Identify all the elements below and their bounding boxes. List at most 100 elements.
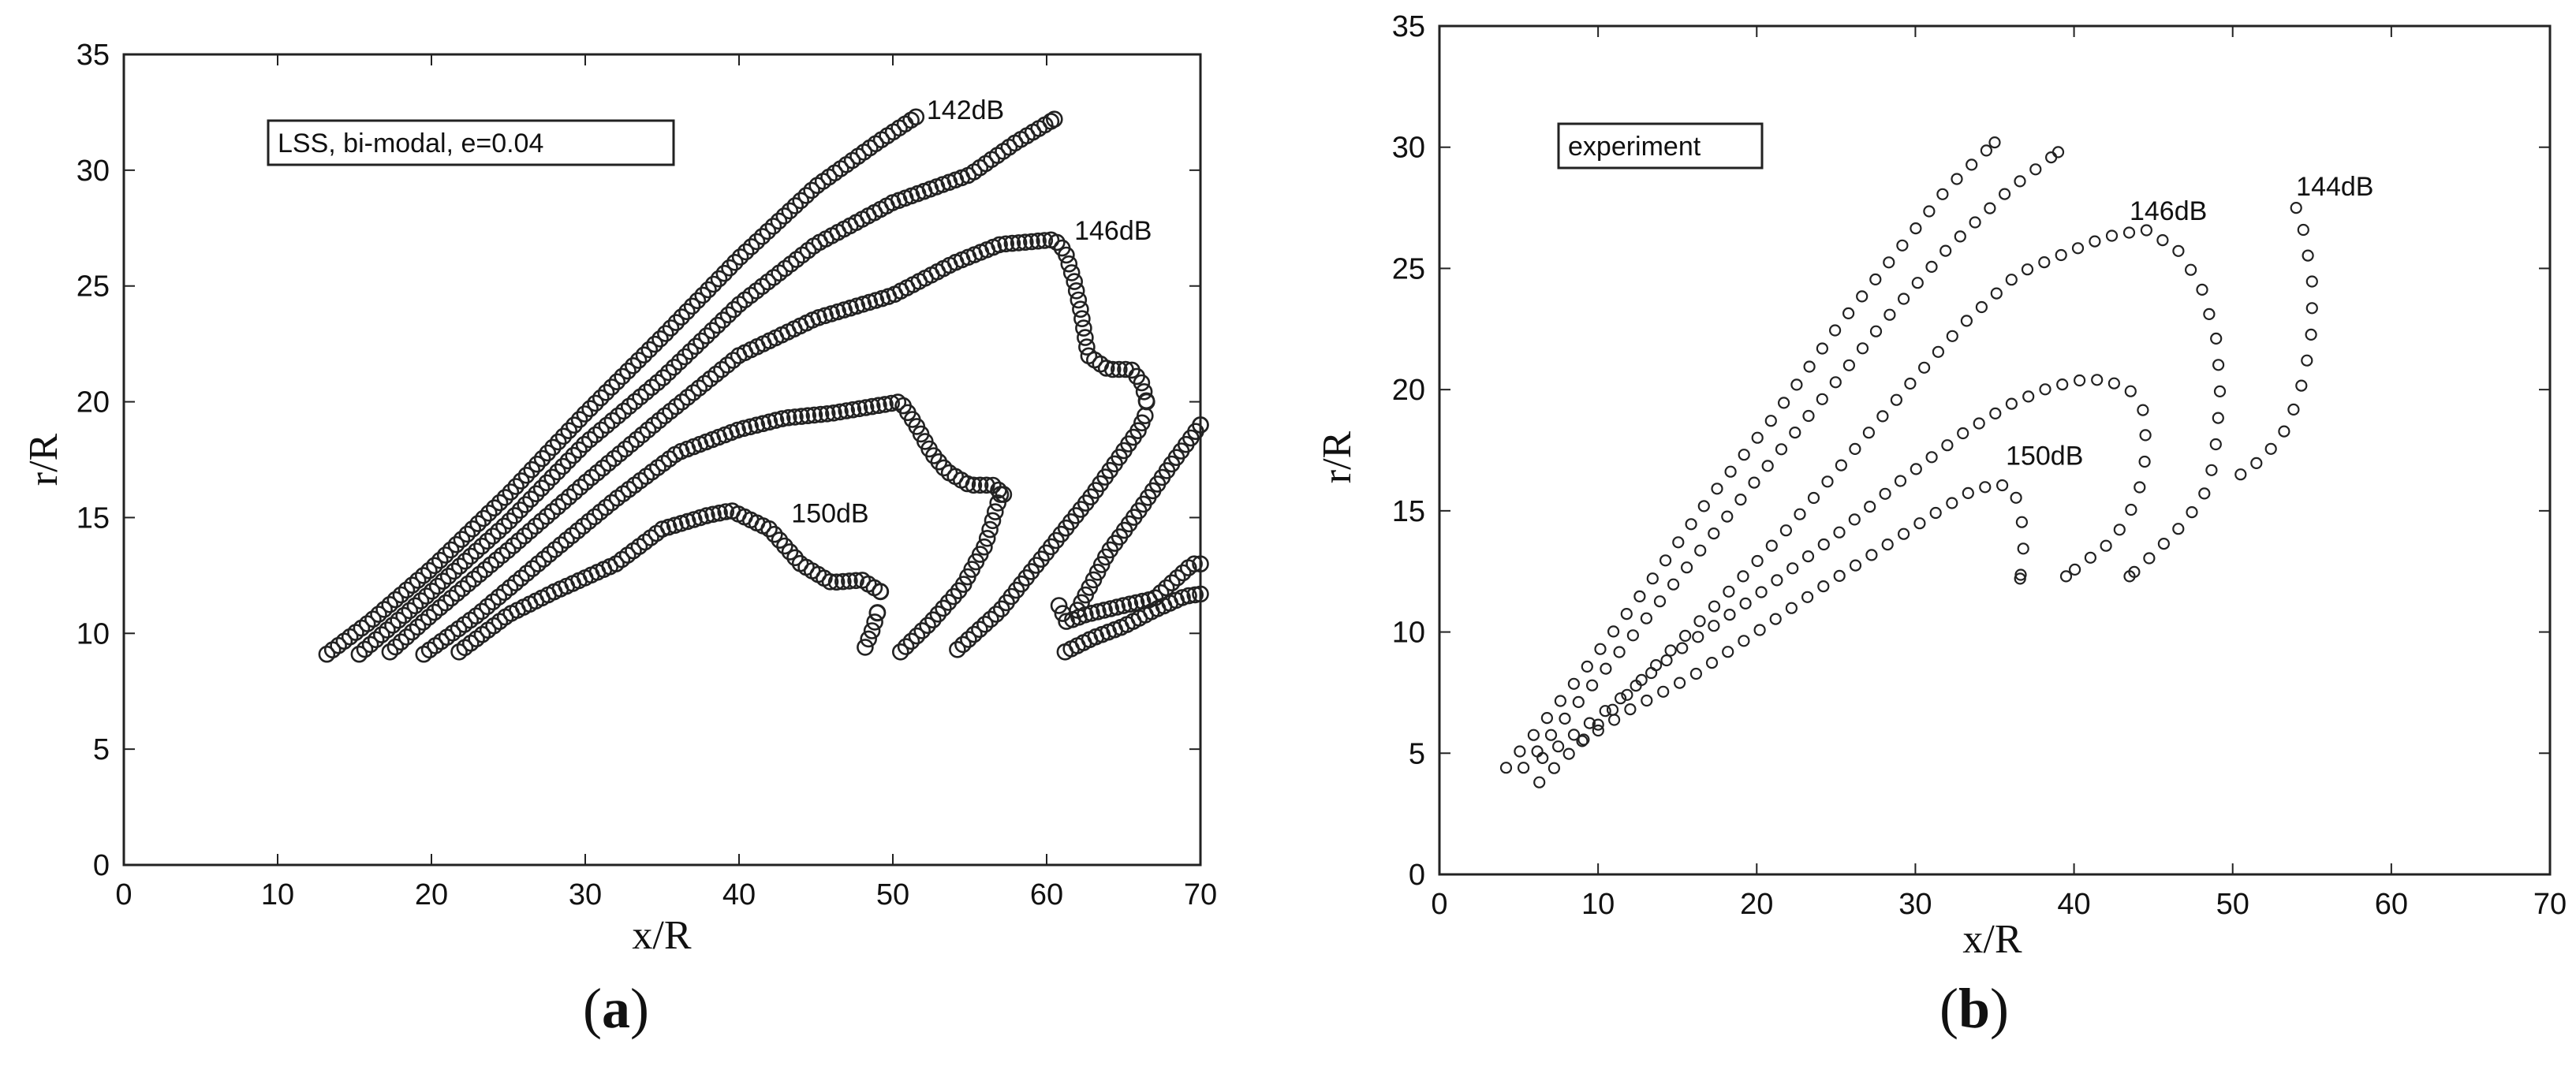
data-point [495, 583, 513, 602]
data-point [1722, 646, 1734, 658]
data-point [704, 275, 722, 293]
data-point [1802, 409, 1815, 423]
data-point [786, 549, 804, 567]
data-point [1738, 449, 1750, 461]
data-point [662, 319, 680, 337]
data-point [639, 421, 657, 439]
data-point [431, 551, 449, 569]
data-point [1180, 587, 1197, 605]
data-point [511, 501, 529, 519]
data-point [1017, 233, 1034, 252]
data-point [512, 472, 530, 490]
data-point [945, 587, 962, 606]
data-point [603, 378, 621, 396]
y-tick-label: 35 [77, 39, 110, 72]
data-point [870, 397, 887, 415]
data-point [731, 248, 749, 266]
data-point [1939, 244, 1952, 257]
data-point [1192, 585, 1209, 603]
data-point [1674, 676, 1686, 689]
data-point [580, 512, 598, 531]
data-point [1693, 615, 1706, 628]
data-point [1864, 500, 1876, 513]
data-point [681, 342, 700, 360]
data-point [1723, 608, 1736, 621]
data-point [521, 522, 539, 540]
data-point [803, 181, 820, 199]
data-point [1626, 629, 1639, 642]
data-point [480, 504, 498, 522]
data-point [1679, 629, 1692, 643]
data-point [949, 640, 966, 658]
data-point [528, 455, 546, 473]
data-point [559, 452, 577, 470]
data-point [1898, 527, 1910, 540]
data-point [569, 522, 587, 540]
data-point [482, 556, 500, 574]
data-point [698, 507, 715, 524]
data-point [2014, 175, 2026, 188]
data-point [868, 604, 887, 621]
data-point [1869, 273, 1882, 285]
annotation-label: 146dB [1074, 216, 1152, 246]
y-tick-label: 30 [77, 155, 110, 188]
x-tick-label: 0 [115, 878, 132, 911]
data-point [496, 489, 514, 506]
data-point [398, 581, 416, 599]
data-point [1630, 679, 1642, 692]
data-point [1689, 667, 1702, 680]
data-point [719, 356, 737, 374]
data-point [665, 358, 683, 376]
data-point [384, 617, 401, 634]
data-point [726, 253, 744, 271]
data-point [696, 375, 714, 393]
data-point [715, 264, 734, 282]
data-point [2295, 379, 2308, 392]
data-point [495, 517, 513, 535]
panel-label-close-paren: ) [630, 977, 649, 1040]
data-point [1592, 724, 1604, 737]
legend: experiment [1557, 122, 1764, 170]
data-point [490, 588, 508, 606]
data-point [522, 490, 539, 508]
x-tick-label: 30 [569, 878, 602, 911]
data-point [1807, 491, 1820, 505]
data-point [821, 572, 839, 591]
data-point [1070, 291, 1088, 309]
data-point [1567, 729, 1581, 741]
data-point [701, 370, 719, 388]
plot-frame [122, 53, 1202, 867]
data-point [1029, 232, 1047, 250]
data-point [1817, 538, 1830, 551]
data-point [504, 537, 522, 554]
data-point [786, 197, 805, 214]
data-point [1957, 427, 1969, 440]
data-point [1996, 479, 2009, 492]
data-point [1755, 586, 1768, 598]
data-point [1734, 493, 1747, 506]
data-point [581, 400, 599, 418]
data-point [1640, 612, 1652, 624]
data-point [737, 243, 755, 261]
data-point [425, 603, 443, 621]
data-point [1048, 233, 1066, 252]
data-series-1 [1499, 136, 2001, 774]
data-point [1835, 459, 1847, 472]
data-series-10 [1069, 416, 1209, 619]
data-point [908, 627, 926, 645]
panel-label: (a) [583, 977, 649, 1040]
data-point [965, 476, 983, 494]
data-point [2105, 229, 2119, 242]
data-point [687, 337, 704, 356]
data-point [2091, 374, 2104, 386]
data-point [484, 527, 502, 545]
data-point [2234, 468, 2247, 481]
data-point [1544, 729, 1558, 741]
data-point [1514, 745, 1526, 758]
data-point [1599, 705, 1611, 718]
data-point [1883, 256, 1895, 269]
data-point [1975, 300, 1988, 314]
data-point [717, 503, 735, 520]
data-point [395, 606, 413, 624]
data-point [554, 427, 573, 445]
